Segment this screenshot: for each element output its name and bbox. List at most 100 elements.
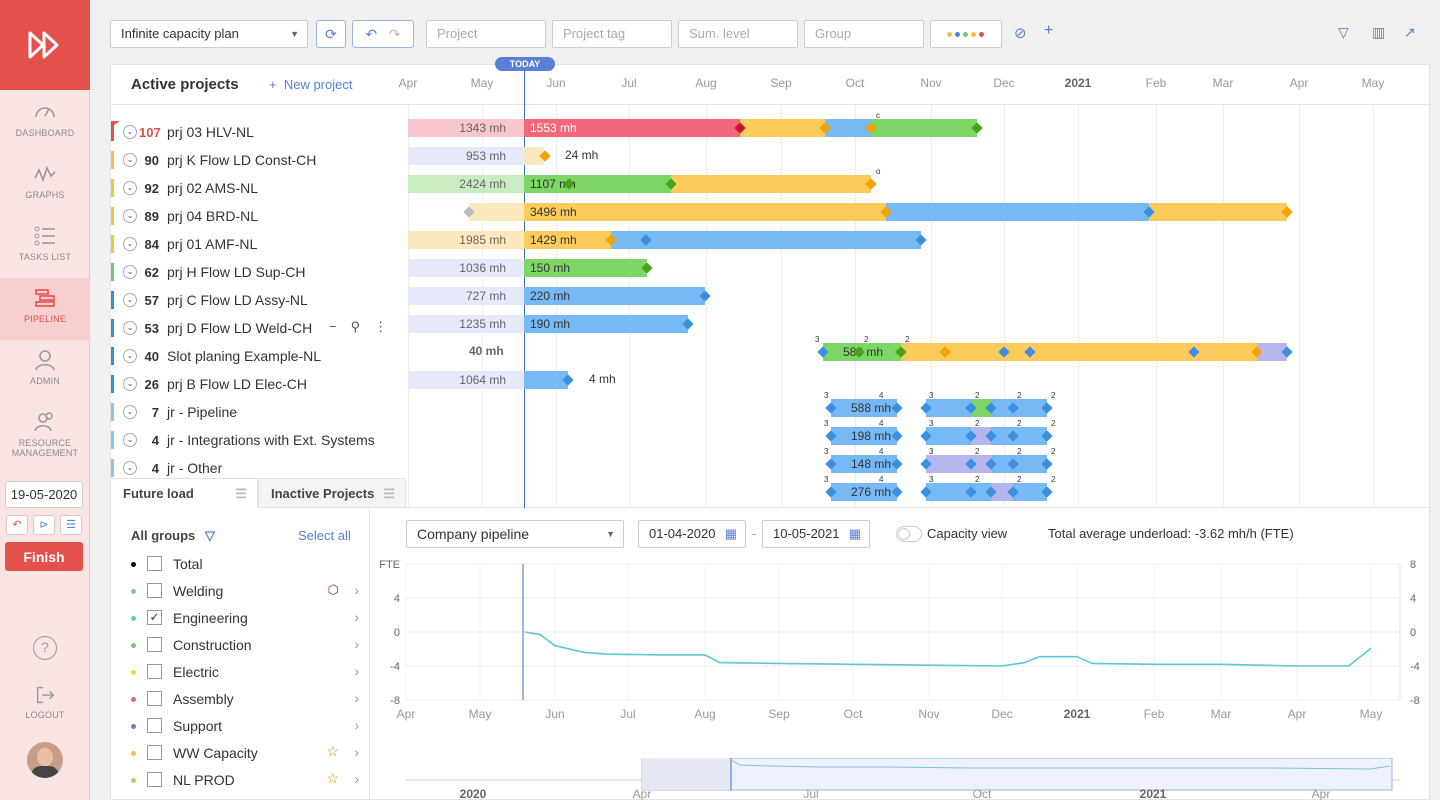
gantt-bar[interactable]: 953 mh — [408, 147, 524, 165]
nav-resource-management[interactable]: RESOURCE MANAGEMENT — [0, 402, 90, 472]
new-project-link[interactable]: + New project — [269, 77, 353, 92]
group-item[interactable]: Assembly › — [129, 688, 359, 712]
project-name[interactable]: prj 01 AMF-NL — [167, 236, 258, 252]
project-row[interactable]: ⌄ 84 prj 01 AMF-NL — [111, 229, 407, 257]
group-checkbox[interactable] — [147, 637, 162, 652]
group-item[interactable]: NL PROD › ☆ — [129, 769, 359, 793]
nav-logout[interactable]: LOGOUT — [0, 676, 90, 726]
expand-chevron-icon[interactable]: ⌄ — [123, 405, 137, 419]
project-filter-input[interactable]: Project — [426, 20, 546, 48]
group-checkbox[interactable]: ✓ — [147, 610, 162, 625]
date-from-input[interactable]: 01-04-2020 ▦ — [638, 520, 746, 548]
gantt-bar[interactable] — [991, 483, 1013, 501]
timeline-overview[interactable]: 2020 Apr Jul Oct 2021 Apr — [370, 758, 1428, 800]
group-checkbox[interactable] — [147, 691, 162, 706]
gantt-bar[interactable] — [646, 231, 921, 249]
nav-graphs[interactable]: GRAPHS — [0, 154, 90, 216]
current-date-field[interactable]: 19-05-2020 — [5, 481, 83, 508]
group-checkbox[interactable] — [147, 718, 162, 733]
filter-icon[interactable]: ▽ — [1338, 24, 1349, 40]
gantt-bar[interactable]: 1064 mh — [408, 371, 524, 389]
gantt-bar[interactable]: 2424 mh — [408, 175, 524, 193]
project-row[interactable]: ⌄ 7 jr - Pipeline — [111, 397, 407, 425]
project-name[interactable]: prj H Flow LD Sup-CH — [167, 264, 306, 280]
gantt-bar[interactable]: 727 mh — [408, 287, 524, 305]
gantt-bar[interactable] — [926, 455, 971, 473]
gantt-bar[interactable]: 588 mh — [831, 399, 897, 417]
expand-chevron-icon[interactable]: ⌄ — [123, 433, 137, 447]
tab-inactive-projects[interactable]: Inactive Projects ☰ — [258, 478, 406, 508]
gantt-bar[interactable] — [971, 483, 991, 501]
chevron-right-icon[interactable]: › — [354, 609, 359, 625]
gantt-bar[interactable] — [1257, 343, 1287, 361]
gantt-bar[interactable]: 150 mh — [524, 259, 647, 277]
chevron-right-icon[interactable]: › — [354, 690, 359, 706]
group-item[interactable]: Total — [129, 553, 359, 577]
gantt-bar[interactable] — [671, 175, 871, 193]
project-row[interactable]: ⌄ 53 prj D Flow LD Weld-CH −⚲⋮ — [111, 313, 407, 341]
redo-icon[interactable]: ↷ — [388, 26, 401, 42]
gantt-bar[interactable] — [1013, 455, 1047, 473]
undo-icon[interactable]: ↶ — [365, 26, 378, 42]
gantt-bar[interactable]: 3496 mh — [524, 203, 886, 221]
star-icon[interactable]: ☆ — [326, 770, 339, 786]
project-tag-input[interactable]: Project tag — [552, 20, 672, 48]
gantt-bar[interactable]: 220 mh — [524, 287, 705, 305]
select-all-link[interactable]: Select all — [298, 528, 351, 543]
gantt-bar[interactable]: 1429 mh — [524, 231, 611, 249]
gantt-bar[interactable] — [886, 203, 1149, 221]
filter-row-icon[interactable]: ⚲ — [350, 319, 375, 334]
project-name[interactable]: prj C Flow LD Assy-NL — [167, 292, 308, 308]
gantt-bar[interactable]: 198 mh — [831, 427, 897, 445]
group-checkbox[interactable] — [147, 772, 162, 787]
gantt-bar[interactable] — [991, 455, 1013, 473]
export-icon[interactable]: ↗ — [1404, 24, 1416, 40]
group-item[interactable]: Construction › — [129, 634, 359, 658]
chevron-right-icon[interactable]: › — [354, 636, 359, 652]
gantt-bar[interactable]: 148 mh — [831, 455, 897, 473]
gantt-bar[interactable] — [524, 147, 544, 165]
gantt-bar[interactable] — [611, 231, 646, 249]
star-icon[interactable]: ☆ — [326, 743, 339, 759]
undo-icon[interactable]: ↶ — [6, 515, 28, 535]
collapse-icon[interactable]: − — [329, 319, 351, 334]
sum-level-input[interactable]: Sum. level — [678, 20, 798, 48]
project-name[interactable]: Slot planing Example-NL — [167, 348, 322, 364]
gantt-bar[interactable]: 1985 mh — [408, 231, 524, 249]
help-icon[interactable]: ? — [33, 636, 57, 660]
gantt-bar[interactable] — [469, 203, 524, 221]
gantt-bar[interactable] — [971, 427, 991, 445]
chevron-right-icon[interactable]: › — [354, 582, 359, 598]
chevron-right-icon[interactable]: › — [354, 744, 359, 760]
chevron-right-icon[interactable]: › — [354, 771, 359, 787]
gantt-bar[interactable] — [1149, 203, 1287, 221]
group-item[interactable]: WW Capacity › ☆ — [129, 742, 359, 766]
gantt-bar[interactable] — [991, 399, 1013, 417]
gantt-bar[interactable]: 276 mh — [831, 483, 897, 501]
project-row[interactable]: ⌄ 57 prj C Flow LD Assy-NL — [111, 285, 407, 313]
color-filter[interactable] — [930, 20, 1002, 48]
nav-tasks-list[interactable]: TASKS LIST — [0, 216, 90, 278]
group-checkbox[interactable] — [147, 745, 162, 760]
project-name[interactable]: prj D Flow LD Weld-CH — [167, 320, 313, 336]
gantt-bar[interactable] — [901, 343, 945, 361]
project-row[interactable]: ⌄ 62 prj H Flow LD Sup-CH — [111, 257, 407, 285]
forward-icon[interactable]: ⊳ — [33, 515, 55, 535]
gantt-bar[interactable]: 1235 mh — [408, 315, 524, 333]
nav-admin[interactable]: ADMIN — [0, 340, 90, 402]
group-input[interactable]: Group — [804, 20, 924, 48]
expand-chevron-icon[interactable]: ⌄ — [123, 181, 137, 195]
group-checkbox[interactable] — [147, 583, 162, 598]
project-row[interactable]: ⌄ 89 prj 04 BRD-NL — [111, 201, 407, 229]
gantt-bar[interactable] — [825, 119, 871, 137]
expand-chevron-icon[interactable]: ⌄ — [123, 125, 137, 139]
gantt-bar[interactable] — [945, 343, 1257, 361]
project-name[interactable]: jr - Integrations with Ext. Systems — [167, 432, 375, 448]
gantt-bar[interactable] — [971, 455, 991, 473]
nav-pipeline[interactable]: PIPELINE — [0, 278, 90, 340]
group-checkbox[interactable] — [147, 664, 162, 679]
gantt-bar[interactable]: 1343 mh — [408, 119, 524, 137]
project-row[interactable]: ⌄ 4 jr - Other — [111, 453, 407, 481]
refresh-icon[interactable]: ⟳ — [316, 20, 346, 48]
gantt-bar[interactable] — [926, 483, 971, 501]
